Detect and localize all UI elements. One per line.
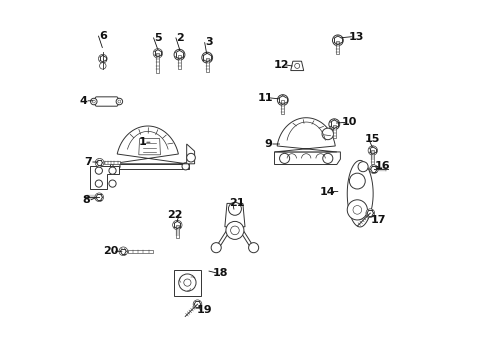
Polygon shape (274, 118, 337, 152)
Text: 1: 1 (139, 137, 147, 147)
Text: 20: 20 (103, 246, 119, 256)
Text: 15: 15 (365, 134, 381, 144)
Circle shape (228, 202, 242, 215)
FancyBboxPatch shape (371, 150, 374, 164)
FancyBboxPatch shape (333, 125, 336, 138)
Circle shape (329, 119, 340, 130)
FancyBboxPatch shape (178, 55, 181, 69)
FancyBboxPatch shape (281, 100, 284, 114)
Circle shape (153, 49, 163, 58)
Circle shape (98, 54, 107, 63)
Circle shape (116, 98, 122, 105)
Text: 13: 13 (348, 32, 364, 42)
Circle shape (99, 63, 106, 69)
Circle shape (333, 35, 343, 46)
Text: 21: 21 (229, 198, 245, 208)
Polygon shape (90, 166, 119, 189)
Circle shape (277, 95, 288, 105)
Circle shape (172, 220, 182, 230)
Text: 17: 17 (371, 215, 387, 225)
Circle shape (369, 165, 378, 174)
Circle shape (366, 209, 374, 217)
Circle shape (349, 173, 365, 189)
Circle shape (91, 98, 97, 105)
Polygon shape (239, 229, 256, 250)
Circle shape (179, 274, 196, 291)
Circle shape (231, 226, 239, 235)
Polygon shape (110, 164, 189, 169)
FancyBboxPatch shape (156, 53, 159, 73)
FancyBboxPatch shape (127, 250, 153, 253)
Text: 10: 10 (342, 117, 357, 127)
Circle shape (174, 49, 185, 60)
FancyBboxPatch shape (206, 58, 209, 72)
Circle shape (248, 243, 259, 253)
Text: 2: 2 (176, 33, 184, 43)
Circle shape (322, 128, 334, 140)
Circle shape (323, 153, 333, 163)
Text: 4: 4 (80, 96, 88, 106)
Circle shape (226, 221, 244, 239)
Circle shape (118, 100, 121, 103)
Polygon shape (274, 152, 341, 165)
Text: 9: 9 (265, 139, 272, 149)
Text: 18: 18 (213, 268, 228, 278)
Circle shape (211, 243, 221, 253)
Text: 14: 14 (319, 186, 335, 197)
Circle shape (294, 63, 300, 68)
Text: 12: 12 (273, 60, 289, 70)
FancyBboxPatch shape (176, 225, 179, 238)
Circle shape (184, 279, 191, 286)
FancyBboxPatch shape (337, 41, 339, 54)
Circle shape (109, 180, 116, 187)
Text: 22: 22 (167, 210, 183, 220)
Circle shape (92, 100, 95, 103)
Polygon shape (139, 139, 160, 155)
Text: 5: 5 (154, 33, 162, 43)
Text: 19: 19 (197, 305, 213, 315)
Circle shape (113, 163, 120, 170)
Polygon shape (214, 229, 231, 250)
Polygon shape (174, 270, 201, 296)
Text: 6: 6 (99, 31, 107, 41)
Circle shape (358, 162, 368, 172)
Circle shape (193, 300, 202, 309)
Polygon shape (112, 126, 187, 164)
Text: 3: 3 (205, 37, 213, 48)
Text: 11: 11 (258, 93, 273, 103)
Circle shape (95, 158, 104, 167)
Circle shape (109, 167, 116, 174)
Circle shape (353, 206, 362, 214)
Circle shape (95, 167, 102, 174)
Circle shape (347, 200, 368, 220)
Circle shape (95, 193, 103, 202)
Text: 8: 8 (83, 195, 91, 205)
FancyBboxPatch shape (95, 97, 118, 106)
Polygon shape (225, 203, 245, 227)
Polygon shape (187, 144, 195, 164)
Circle shape (187, 153, 196, 162)
FancyBboxPatch shape (104, 161, 120, 164)
Circle shape (202, 52, 213, 63)
Text: 16: 16 (375, 161, 391, 171)
Circle shape (182, 163, 189, 170)
Circle shape (280, 153, 290, 163)
Polygon shape (291, 61, 304, 71)
Polygon shape (347, 161, 373, 227)
Circle shape (95, 180, 102, 187)
Circle shape (119, 247, 127, 256)
Text: 7: 7 (85, 157, 92, 167)
Circle shape (368, 146, 377, 155)
